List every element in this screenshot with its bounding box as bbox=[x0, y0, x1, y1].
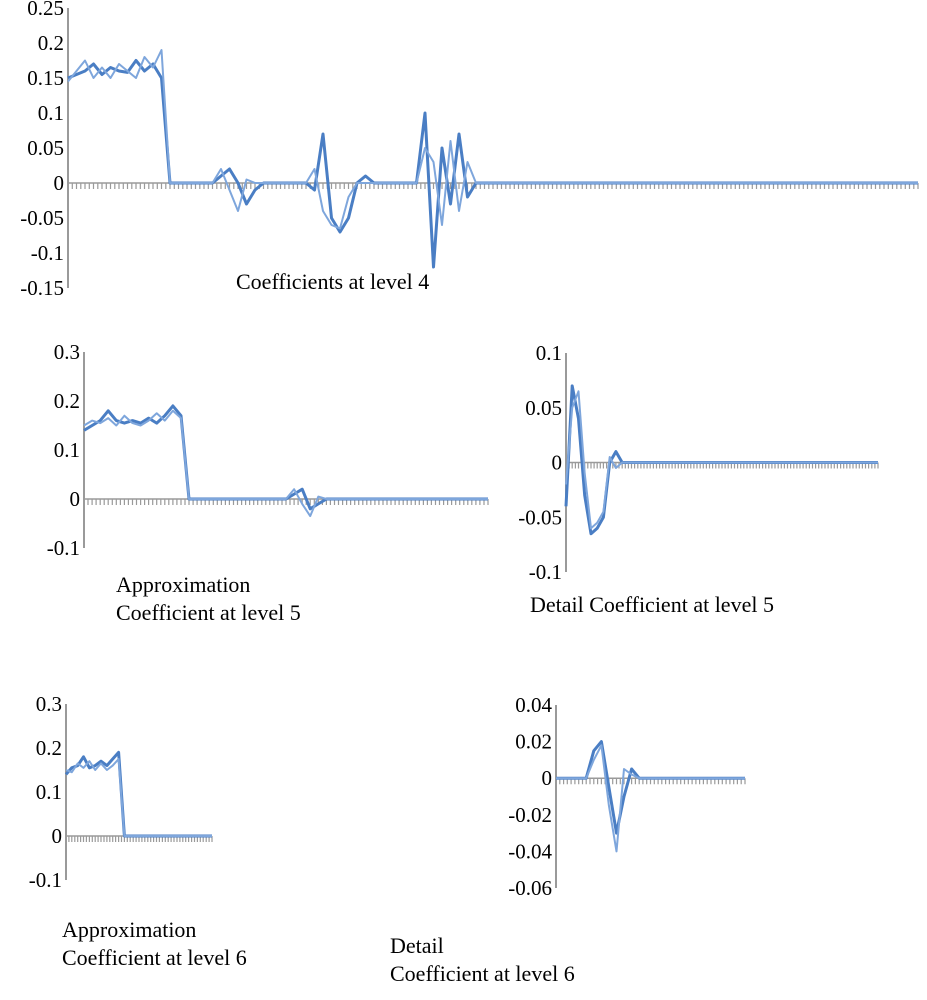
chart-4-ytick-label: -0.1 bbox=[29, 868, 62, 892]
chart-4-ytick-label: 0.2 bbox=[36, 736, 62, 760]
chart-5-x-ticks bbox=[555, 778, 746, 785]
chart-1-ytick-label: 0.25 bbox=[27, 0, 64, 20]
chart-2-ytick-label: 0 bbox=[70, 487, 81, 511]
chart-5-ytick-label: 0 bbox=[542, 766, 553, 790]
chart-2-title-line-1: Approximation bbox=[116, 572, 251, 597]
chart-5-ytick-label: 0.02 bbox=[515, 730, 552, 754]
chart-1-ytick-label: 0.2 bbox=[38, 31, 64, 55]
chart-4-title-line-2: Coefficient at level 6 bbox=[62, 945, 247, 970]
chart-1-ytick-label: 0.1 bbox=[38, 101, 64, 125]
chart-4: 0.3 0.2 0.1 0 -0.1 bbox=[29, 692, 213, 892]
chart-1-title-text: Coefficients at level 4 bbox=[236, 269, 430, 294]
chart-4-series-1 bbox=[64, 750, 212, 838]
chart-2-ytick-label: -0.1 bbox=[47, 536, 80, 560]
chart-3-series-1 bbox=[564, 384, 878, 536]
chart-4-title: Approximation Coefficient at level 6 bbox=[62, 916, 247, 972]
chart-4-title-line-1: Approximation bbox=[62, 917, 197, 942]
chart-4-x-ticks bbox=[65, 836, 213, 842]
chart-5-series-2 bbox=[556, 744, 745, 853]
chart-2-series-1 bbox=[83, 404, 488, 511]
chart-1-ytick-label: 0 bbox=[54, 171, 65, 195]
chart-5-ytick-label: -0.06 bbox=[508, 876, 552, 900]
chart-1-ytick-label: -0.05 bbox=[20, 206, 64, 230]
chart-2-series-2 bbox=[83, 409, 488, 518]
chart-5-title-line-1: Detail bbox=[390, 933, 444, 958]
chart-1-ytick-label: 0.05 bbox=[27, 136, 64, 160]
chart-5-title-line-2: Coefficient at level 6 bbox=[390, 961, 575, 986]
chart-1: 0.25 0.2 0.15 0.1 0.05 0 -0.05 -0.1 -0.15 bbox=[20, 0, 919, 300]
chart-3-series-2 bbox=[565, 390, 878, 530]
chart-1-ytick-label: 0.15 bbox=[27, 66, 64, 90]
chart-5-series-1 bbox=[556, 740, 745, 835]
chart-3-ytick-label: 0.1 bbox=[536, 341, 562, 365]
chart-2: 0.3 0.2 0.1 0 -0.1 bbox=[47, 340, 489, 560]
chart-2-title: Approximation Coefficient at level 5 bbox=[116, 571, 301, 627]
chart-3-ytick-label: 0 bbox=[552, 451, 563, 475]
chart-1-series-2 bbox=[67, 49, 918, 230]
chart-1-series-1 bbox=[67, 59, 918, 269]
chart-2-x-ticks bbox=[83, 499, 489, 505]
chart-4-ytick-label: 0.3 bbox=[36, 692, 62, 716]
chart-4-ytick-label: 0.1 bbox=[36, 780, 62, 804]
chart-3-title: Detail Coefficient at level 5 bbox=[530, 591, 774, 619]
chart-2-ytick-label: 0.3 bbox=[54, 340, 80, 364]
chart-3-ytick-label: 0.05 bbox=[525, 396, 562, 420]
chart-2-ytick-label: 0.2 bbox=[54, 389, 80, 413]
chart-5-title: Detail Coefficient at level 6 bbox=[390, 932, 575, 988]
chart-3-x-ticks bbox=[565, 462, 879, 469]
chart-5-ytick-label: -0.04 bbox=[508, 839, 552, 863]
chart-5-ytick-label: -0.02 bbox=[508, 803, 552, 827]
chart-1-ytick-label: -0.15 bbox=[20, 276, 64, 300]
chart-1-title: Coefficients at level 4 bbox=[236, 268, 429, 296]
chart-2-title-line-2: Coefficient at level 5 bbox=[116, 600, 301, 625]
chart-5: 0.04 0.02 0 -0.02 -0.04 -0.06 bbox=[508, 693, 746, 900]
chart-4-series-2 bbox=[65, 758, 212, 837]
chart-3-ytick-label: -0.1 bbox=[529, 560, 562, 584]
chart-2-ytick-label: 0.1 bbox=[54, 438, 80, 462]
chart-3: 0.1 0.05 0 -0.05 -0.1 bbox=[518, 341, 879, 584]
chart-5-ytick-label: 0.04 bbox=[515, 693, 552, 717]
chart-4-ytick-label: 0 bbox=[52, 824, 63, 848]
chart-1-ytick-label: -0.1 bbox=[31, 241, 64, 265]
chart-3-title-text: Detail Coefficient at level 5 bbox=[530, 592, 774, 617]
chart-3-ytick-label: -0.05 bbox=[518, 505, 562, 529]
